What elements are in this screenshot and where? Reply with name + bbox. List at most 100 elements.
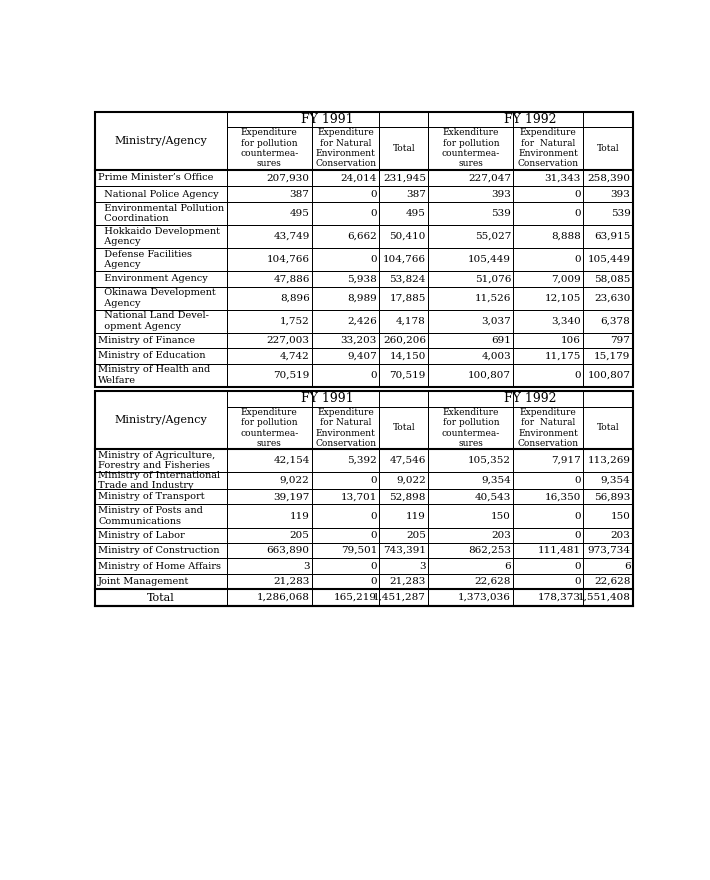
Text: Defense Facilities
  Agency: Defense Facilities Agency (98, 250, 192, 269)
Text: Environmental Pollution
  Coordination: Environmental Pollution Coordination (98, 203, 224, 224)
Text: 119: 119 (406, 511, 426, 520)
Text: 6: 6 (505, 561, 511, 570)
Bar (513, 248, 583, 271)
Text: 0: 0 (371, 255, 377, 264)
Text: National Police Agency: National Police Agency (98, 190, 219, 199)
Bar (428, 202, 513, 225)
Bar (95, 528, 226, 543)
Text: 495: 495 (290, 209, 310, 218)
Text: 9,022: 9,022 (280, 476, 310, 485)
Bar (379, 170, 428, 187)
Bar (379, 543, 428, 558)
Text: 23,630: 23,630 (594, 294, 630, 303)
Bar (95, 574, 226, 590)
Bar (428, 187, 513, 202)
Text: 9,407: 9,407 (347, 351, 377, 360)
Bar (226, 392, 428, 407)
Bar (583, 248, 633, 271)
Bar (379, 333, 428, 348)
Text: Exkenditure
for pollution
countermea-
sures: Exkenditure for pollution countermea- su… (442, 407, 500, 448)
Text: Hokkaido Development
  Agency: Hokkaido Development Agency (98, 227, 220, 246)
Text: 973,734: 973,734 (587, 546, 630, 555)
Bar (226, 528, 312, 543)
Bar (428, 528, 513, 543)
Text: Ministry of Posts and
Communications: Ministry of Posts and Communications (98, 506, 203, 525)
Bar (428, 248, 513, 271)
Bar (583, 489, 633, 504)
Bar (95, 333, 226, 348)
Text: 53,824: 53,824 (390, 275, 426, 283)
Bar (428, 392, 633, 407)
Text: 104,766: 104,766 (267, 255, 310, 264)
Bar (583, 363, 633, 386)
Bar (583, 590, 633, 606)
Bar (583, 528, 633, 543)
Text: 178,373: 178,373 (538, 593, 581, 602)
Text: 743,391: 743,391 (383, 546, 426, 555)
Text: 21,283: 21,283 (273, 577, 310, 586)
Bar (312, 528, 379, 543)
Bar (95, 392, 633, 606)
Text: Okinawa Development
  Agency: Okinawa Development Agency (98, 289, 216, 308)
Text: Ministry of International
Trade and Industry: Ministry of International Trade and Indu… (98, 471, 220, 490)
Bar (583, 225, 633, 248)
Text: 203: 203 (611, 531, 630, 539)
Text: 21,283: 21,283 (390, 577, 426, 586)
Text: 0: 0 (574, 370, 581, 379)
Bar (428, 489, 513, 504)
Text: 40,543: 40,543 (475, 492, 511, 502)
Bar (428, 472, 513, 489)
Bar (312, 348, 379, 363)
Text: 0: 0 (574, 209, 581, 218)
Text: Ministry/Agency: Ministry/Agency (114, 415, 207, 425)
Text: 205: 205 (406, 531, 426, 539)
Bar (312, 187, 379, 202)
Bar (379, 287, 428, 310)
Text: 0: 0 (574, 190, 581, 199)
Bar (379, 310, 428, 333)
Bar (95, 187, 226, 202)
Text: 0: 0 (574, 577, 581, 586)
Bar (513, 504, 583, 527)
Bar (312, 574, 379, 590)
Bar (428, 271, 513, 287)
Text: Exkenditure
for pollution
countermea-
sures: Exkenditure for pollution countermea- su… (442, 128, 500, 168)
Bar (583, 271, 633, 287)
Bar (583, 310, 633, 333)
Bar (428, 363, 513, 386)
Text: 13,701: 13,701 (341, 492, 377, 502)
Bar (583, 472, 633, 489)
Bar (95, 248, 226, 271)
Text: 231,945: 231,945 (383, 173, 426, 182)
Text: 539: 539 (611, 209, 630, 218)
Text: Expenditure
for pollution
countermea-
sures: Expenditure for pollution countermea- su… (240, 407, 298, 448)
Text: 113,269: 113,269 (587, 456, 630, 465)
Text: Ministry of Labor: Ministry of Labor (98, 531, 185, 539)
Bar (428, 127, 513, 170)
Bar (312, 363, 379, 386)
Text: 15,179: 15,179 (594, 351, 630, 360)
Bar (226, 248, 312, 271)
Bar (226, 112, 428, 127)
Bar (428, 407, 513, 449)
Text: 150: 150 (491, 511, 511, 520)
Bar (379, 574, 428, 590)
Text: Total: Total (596, 143, 619, 153)
Bar (583, 170, 633, 187)
Text: 2,426: 2,426 (347, 317, 377, 326)
Bar (428, 449, 513, 472)
Bar (583, 504, 633, 527)
Bar (428, 310, 513, 333)
Text: 22,628: 22,628 (594, 577, 630, 586)
Bar (513, 363, 583, 386)
Text: 165,219: 165,219 (334, 593, 377, 602)
Bar (428, 333, 513, 348)
Text: 22,628: 22,628 (475, 577, 511, 586)
Text: Ministry of Agriculture,
Forestry and Fisheries: Ministry of Agriculture, Forestry and Fi… (98, 451, 215, 470)
Bar (379, 202, 428, 225)
Text: 63,915: 63,915 (594, 232, 630, 241)
Text: 1,551,408: 1,551,408 (578, 593, 630, 602)
Text: Ministry of Home Affairs: Ministry of Home Affairs (98, 561, 221, 570)
Text: 47,546: 47,546 (390, 456, 426, 465)
Text: 387: 387 (406, 190, 426, 199)
